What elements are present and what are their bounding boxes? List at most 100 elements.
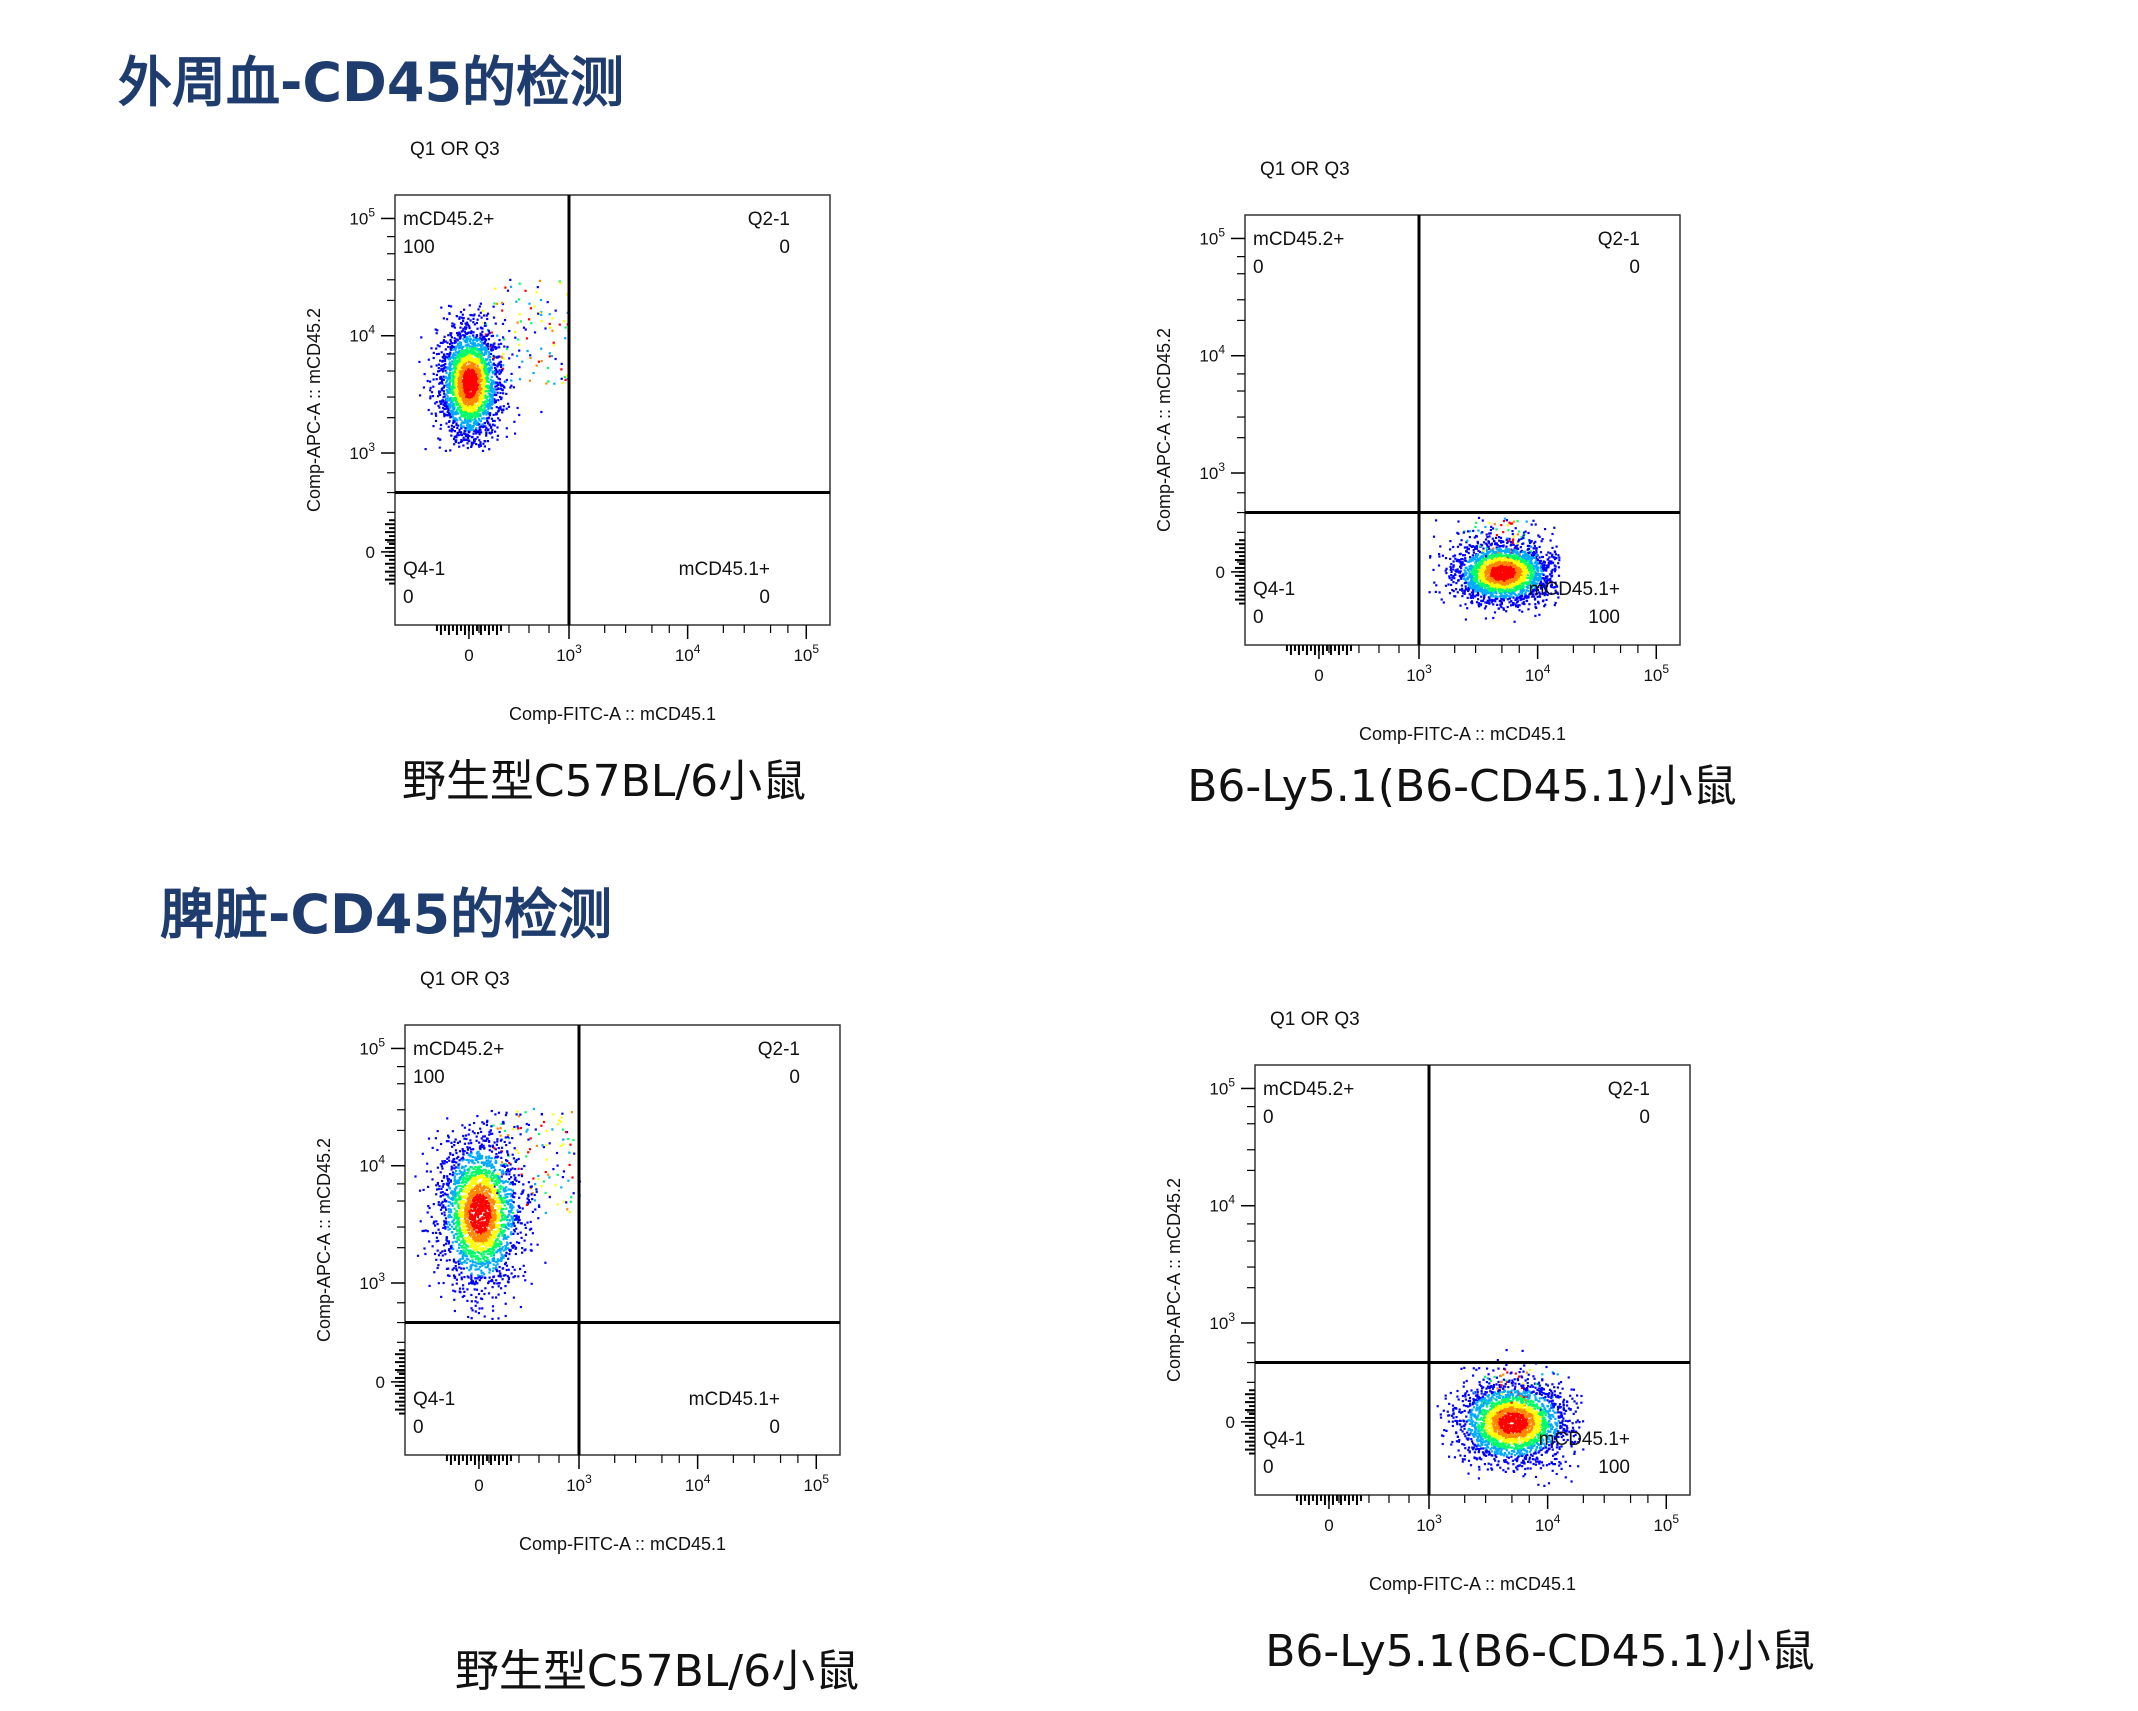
data-point bbox=[484, 340, 487, 343]
data-point bbox=[1550, 585, 1553, 589]
data-point bbox=[501, 322, 505, 325]
data-point bbox=[453, 360, 456, 363]
data-point bbox=[1471, 583, 1474, 586]
data-point bbox=[448, 429, 451, 432]
data-point bbox=[499, 365, 503, 369]
data-point bbox=[469, 405, 473, 408]
data-point bbox=[475, 334, 478, 337]
data-point bbox=[1475, 545, 1479, 548]
data-point bbox=[1480, 595, 1483, 598]
data-point bbox=[1472, 567, 1475, 570]
data-point bbox=[490, 425, 493, 428]
data-point bbox=[462, 436, 465, 439]
data-point bbox=[1489, 528, 1492, 532]
data-point bbox=[560, 368, 563, 371]
data-point bbox=[1538, 560, 1541, 563]
data-point bbox=[469, 398, 472, 401]
data-point bbox=[1534, 560, 1537, 563]
data-point bbox=[1487, 566, 1491, 569]
data-point bbox=[1543, 585, 1546, 588]
data-point bbox=[460, 346, 464, 349]
data-point bbox=[1486, 578, 1489, 581]
data-point bbox=[468, 434, 471, 438]
data-point bbox=[438, 390, 441, 393]
data-point bbox=[1490, 549, 1493, 552]
data-point bbox=[1534, 593, 1537, 596]
data-point bbox=[1557, 574, 1561, 577]
data-point bbox=[1513, 620, 1516, 623]
data-point bbox=[431, 395, 435, 398]
data-point bbox=[449, 334, 452, 337]
data-point bbox=[1479, 556, 1482, 559]
data-point bbox=[1500, 602, 1503, 605]
data-point bbox=[498, 361, 501, 364]
data-point bbox=[452, 352, 455, 355]
data-point bbox=[1502, 555, 1505, 558]
data-point bbox=[491, 423, 494, 426]
data-point bbox=[1515, 579, 1518, 582]
data-point bbox=[441, 378, 444, 382]
data-point bbox=[475, 393, 478, 396]
data-point bbox=[1490, 554, 1493, 557]
data-point bbox=[468, 347, 472, 350]
data-point bbox=[1474, 566, 1477, 569]
data-point bbox=[1485, 549, 1488, 552]
data-point bbox=[478, 370, 481, 373]
data-point bbox=[1542, 573, 1545, 576]
data-point bbox=[458, 431, 461, 434]
data-point bbox=[472, 422, 475, 425]
data-point bbox=[1521, 598, 1524, 601]
data-point bbox=[1503, 517, 1506, 520]
data-point bbox=[445, 393, 448, 396]
data-point bbox=[462, 397, 465, 400]
y-tick-label: 0 bbox=[366, 543, 375, 562]
data-point bbox=[1537, 579, 1540, 582]
data-point bbox=[559, 282, 562, 285]
data-point bbox=[1539, 576, 1542, 579]
data-point bbox=[477, 378, 480, 381]
data-point bbox=[451, 355, 454, 359]
data-point bbox=[1549, 579, 1552, 582]
data-point bbox=[459, 440, 462, 444]
data-point bbox=[1475, 579, 1478, 583]
data-point bbox=[464, 421, 467, 424]
data-point bbox=[460, 366, 464, 369]
data-point bbox=[505, 378, 508, 382]
data-point bbox=[476, 379, 479, 382]
data-point bbox=[516, 406, 519, 410]
data-point bbox=[491, 436, 494, 439]
data-point bbox=[1504, 555, 1507, 559]
data-point bbox=[468, 417, 471, 420]
data-point bbox=[429, 397, 432, 400]
data-point bbox=[462, 411, 465, 415]
data-point bbox=[1464, 585, 1467, 588]
data-point bbox=[1486, 569, 1489, 572]
data-point bbox=[508, 329, 511, 333]
data-point bbox=[1513, 578, 1516, 581]
data-point bbox=[457, 395, 460, 399]
data-point bbox=[1480, 552, 1483, 555]
data-point bbox=[455, 410, 458, 413]
data-point bbox=[1535, 563, 1538, 566]
data-point bbox=[1458, 559, 1461, 562]
data-point bbox=[1463, 582, 1466, 585]
data-point bbox=[456, 331, 459, 335]
data-point bbox=[446, 318, 449, 321]
data-point bbox=[517, 338, 520, 341]
data-point bbox=[1549, 552, 1552, 555]
data-point bbox=[563, 376, 566, 379]
data-point bbox=[478, 409, 481, 412]
data-point bbox=[479, 441, 482, 444]
data-point bbox=[484, 363, 488, 366]
data-point bbox=[1463, 559, 1466, 562]
data-point bbox=[469, 351, 472, 354]
data-point bbox=[1469, 560, 1472, 563]
data-point bbox=[470, 381, 474, 384]
data-point bbox=[468, 369, 471, 372]
data-point bbox=[500, 342, 503, 345]
data-point bbox=[484, 409, 487, 412]
data-point bbox=[458, 416, 461, 419]
data-point bbox=[442, 403, 445, 406]
data-point bbox=[539, 298, 543, 302]
data-point bbox=[483, 422, 486, 425]
